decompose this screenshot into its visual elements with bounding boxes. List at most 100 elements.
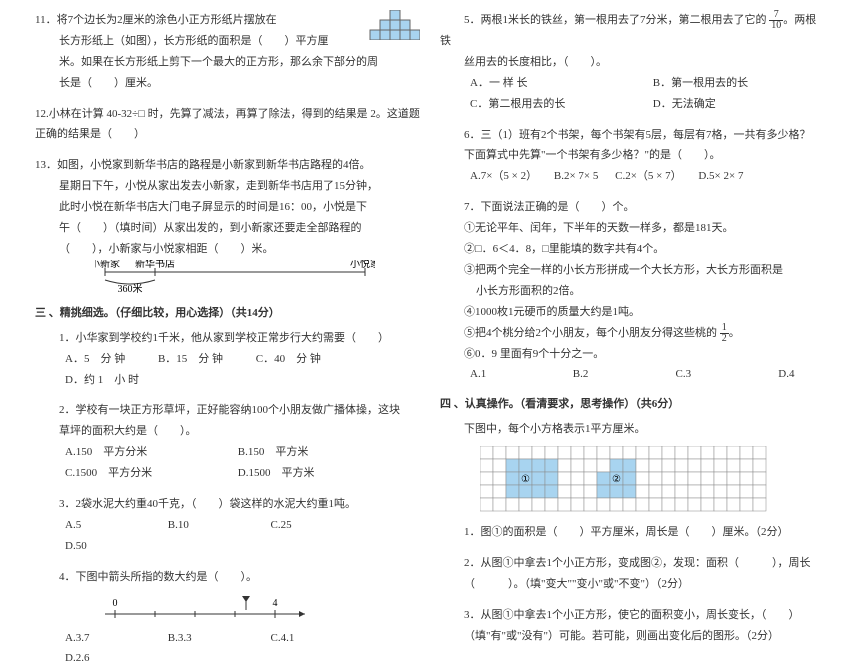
s3q5-l1: 两根1米长的铁丝，第一根用去了7分米，第二根用去了它的	[481, 14, 767, 26]
s3q4-opt-a: A.3.7	[65, 628, 135, 649]
s3q4-num: 4．	[59, 571, 76, 583]
s3q7-i5-frac: 12	[720, 323, 729, 344]
q12-num: 12.	[35, 108, 49, 120]
q11-l3: 米。如果在长方形纸上剪下一个最大的正方形，那么余下部分的周	[35, 56, 378, 68]
s3-question-3: 3．2袋水泥大约重40千克，（ ）袋这样的水泥大约重1吨。 A.5 B.10 C…	[35, 494, 420, 557]
s3q7-i3b: 小长方形面积的2倍。	[440, 285, 581, 297]
s4-question-2: 2．从图①中拿去1个小正方形，变成图②，发现：面积（ ），周长 （ ）。（填"变…	[440, 553, 825, 595]
s3q7-opt-a: A.1	[470, 364, 540, 385]
q13-l2: 星期日下午，小悦从家出发去小新家，走到新华书店用了15分钟，	[35, 180, 378, 192]
s4q2-num: 2．	[464, 557, 481, 569]
diagram-left-label: 小新家	[95, 260, 120, 270]
s3q7-i5a: ⑤把4个桃分给2个小朋友，每个小朋友分得这些桃的	[464, 327, 717, 339]
s3q7-text: 下面说法正确的是（ ）个。	[481, 201, 635, 213]
s3q3-text: 2袋水泥大约重40千克，（ ）袋这样的水泥大约重1吨。	[76, 498, 357, 510]
s3q7-i5b: 。	[729, 327, 740, 339]
s3q2-l1: 学校有一块正方形草坪，正好能容纳100个小朋友做广播体操，这块	[76, 404, 401, 416]
q13-num: 13．	[35, 159, 57, 171]
s3-question-2: 2．学校有一块正方形草坪，正好能容纳100个小朋友做广播体操，这块 草坪的面积大…	[35, 400, 420, 484]
s3-question-7: 7．下面说法正确的是（ ）个。 ①无论平年、闰年，下半年的天数一样多，都是181…	[440, 197, 825, 385]
right-column: 5．两根1米长的铁丝，第一根用去了7分米，第二根用去了它的 710。两根铁 丝用…	[430, 10, 835, 598]
s3-question-4: 4．下图中箭头所指的数大约是（ ）。 0 4 A.3.7 B.3.3 C.4.1…	[35, 567, 420, 669]
s3q2-opt-c: C.1500 平方分米	[65, 463, 205, 484]
q13-l3: 此时小悦在新华书店大门电子屏显示的时间是16：00，小悦是下	[35, 201, 367, 213]
q11-l2: 长方形纸上（如图），长方形纸的面积是（ ）平方厘	[35, 35, 329, 47]
q11-num: 11．	[35, 14, 57, 26]
s3q1-num: 1．	[59, 332, 76, 344]
q13-l5: （ ），小新家与小悦家相距（ ）米。	[35, 243, 274, 255]
s4q3-l2: （填"有"或"没有"）可能。若可能，则画出变化后的图形。（2分）	[440, 630, 779, 642]
s3q4-opt-b: B.3.3	[168, 628, 238, 649]
s3q1-text: 小华家到学校约1千米，他从家到学校正常步行大约需要（ ）	[76, 332, 390, 344]
bookstore-diagram: 小新家 新华书店 小悦家 360米	[35, 260, 420, 294]
question-12: 12.小林在计算 40-32÷□ 时，先算了减法，再算了除法，得到的结果是 2。…	[35, 104, 420, 146]
s3-question-6: 6．三（1）班有2个书架，每个书架有5层，每层有7格，一共有多少格？ 下面算式中…	[440, 125, 825, 188]
s3q4-opt-c: C.4.1	[271, 628, 341, 649]
q11-l4: 长是（ ）厘米。	[35, 77, 158, 89]
s3q1-opt-c: C．40 分 钟	[256, 349, 321, 370]
s3q6-l2: 下面算式中先算"一个书架有多少格？"的是（ ）。	[440, 149, 720, 161]
s3q5-num: 5．	[464, 14, 481, 26]
s4q3-l1: 从图①中拿去1个小正方形，使它的面积变小，周长变长，（ ）	[481, 609, 800, 621]
s3q3-opt-b: B.10	[168, 515, 238, 536]
s3q2-opt-b: B.150 平方米	[238, 442, 309, 463]
q12-text: 小林在计算 40-32÷□ 时，先算了减法，再算了除法，得到的结果是 2。这道题…	[35, 108, 420, 141]
s3q5-l2: 丝用去的长度相比，（ ）。	[440, 56, 607, 68]
s3q3-opt-d: D.50	[65, 536, 87, 557]
svg-text:4: 4	[273, 598, 278, 609]
s3q6-l1: 三（1）班有2个书架，每个书架有5层，每层有7格，一共有多少格？	[481, 129, 811, 141]
q13-l1: 如图，小悦家到新华书店的路程是小新家到新华书店路程的4倍。	[57, 159, 371, 171]
left-column: 11．将7个边长为2厘米的涂色小正方形纸片摆放在 长方形纸上（如图），长方形纸的…	[25, 10, 430, 598]
diagram-distance: 360米	[118, 282, 143, 294]
s4-intro: 下图中，每个小方格表示1平方厘米。	[440, 423, 646, 435]
s3q7-opt-c: C.3	[676, 364, 746, 385]
s3q5-opt-a: A．一 样 长	[470, 73, 620, 94]
s3-question-1: 1．小华家到学校约1千米，他从家到学校正常步行大约需要（ ） A．5 分 钟 B…	[35, 328, 420, 391]
s3q6-opt-b: B.2× 7× 5	[554, 166, 599, 187]
s3-question-5: 5．两根1米长的铁丝，第一根用去了7分米，第二根用去了它的 710。两根铁 丝用…	[440, 10, 825, 115]
s4q1-num: 1．	[464, 526, 481, 538]
section-4-title: 四 、认真操作。（看清要求，思考操作）（共6分）	[440, 395, 825, 411]
s3q7-num: 7．	[464, 201, 481, 213]
svg-text:①: ①	[521, 474, 530, 485]
s3q7-opt-d: D.4	[778, 364, 794, 385]
svg-text:0: 0	[113, 598, 118, 609]
s3q7-i6: ⑥0．9 里面有9个十分之一。	[440, 348, 604, 360]
question-13: 13．如图，小悦家到新华书店的路程是小新家到新华书店路程的4倍。 星期日下午，小…	[35, 155, 420, 293]
s4-question-3: 3．从图①中拿去1个小正方形，使它的面积变小，周长变长，（ ） （填"有"或"没…	[440, 605, 825, 647]
s3q1-opt-b: B．15 分 钟	[158, 349, 223, 370]
section-3-title: 三 、精挑细选。（仔细比较，用心选择）（共14分）	[35, 304, 420, 320]
s3q5-opt-b: B．第一根用去的长	[653, 73, 748, 94]
step-shape-figure	[350, 10, 420, 40]
s3q2-num: 2．	[59, 404, 76, 416]
s3q4-opt-d: D.2.6	[65, 648, 89, 669]
s3q6-opt-d: D.5× 2× 7	[698, 166, 743, 187]
s3q7-i4: ④1000枚1元硬币的质量大约是1吨。	[440, 306, 640, 318]
s3q7-i3a: ③把两个完全一样的小长方形拼成一个大长方形，大长方形面积是	[440, 264, 783, 276]
s3q6-opt-c: C.2×（5 × 7）	[615, 166, 682, 187]
s3q6-opt-a: A.7×（5 × 2）	[470, 166, 537, 187]
diagram-right-label: 小悦家	[350, 260, 375, 270]
s3q7-opt-b: B.2	[573, 364, 643, 385]
s3q2-opt-d: D.1500 平方米	[238, 463, 315, 484]
s4-question-1: 1．图①的面积是（ ）平方厘米，周长是（ ）厘米。（2分）	[440, 522, 825, 543]
s3q2-l2: 草坪的面积大约是（ ）。	[35, 425, 197, 437]
s3q3-opt-a: A.5	[65, 515, 135, 536]
s3q5-opt-d: D．无法确定	[653, 94, 716, 115]
q13-l4: 午（ ）（填时间）从家出发的，到小新家还要走全部路程的	[35, 222, 362, 234]
s3q5-opt-c: C．第二根用去的长	[470, 94, 620, 115]
s3q3-num: 3．	[59, 498, 76, 510]
s3q7-i1: ①无论平年、闰年，下半年的天数一样多，都是181天。	[440, 222, 734, 234]
s3q4-text: 下图中箭头所指的数大约是（ ）。	[76, 571, 258, 583]
s3q3-opt-c: C.25	[271, 515, 341, 536]
s4q3-num: 3．	[464, 609, 481, 621]
s3q2-opt-a: A.150 平方分米	[65, 442, 205, 463]
s4q1-text: 图①的面积是（ ）平方厘米，周长是（ ）厘米。（2分）	[481, 526, 789, 538]
s3q5-frac: 710	[769, 10, 783, 31]
diagram-mid-label: 新华书店	[135, 260, 175, 270]
grid-figure: ①②	[440, 446, 825, 516]
s4q2-l2: （ ）。（填"变大""变小"或"不变"）（2分）	[440, 578, 689, 590]
s4q2-l1: 从图①中拿去1个小正方形，变成图②，发现：面积（ ），周长	[481, 557, 811, 569]
s3q1-opt-a: A．5 分 钟	[65, 349, 125, 370]
s3q6-num: 6．	[464, 129, 481, 141]
